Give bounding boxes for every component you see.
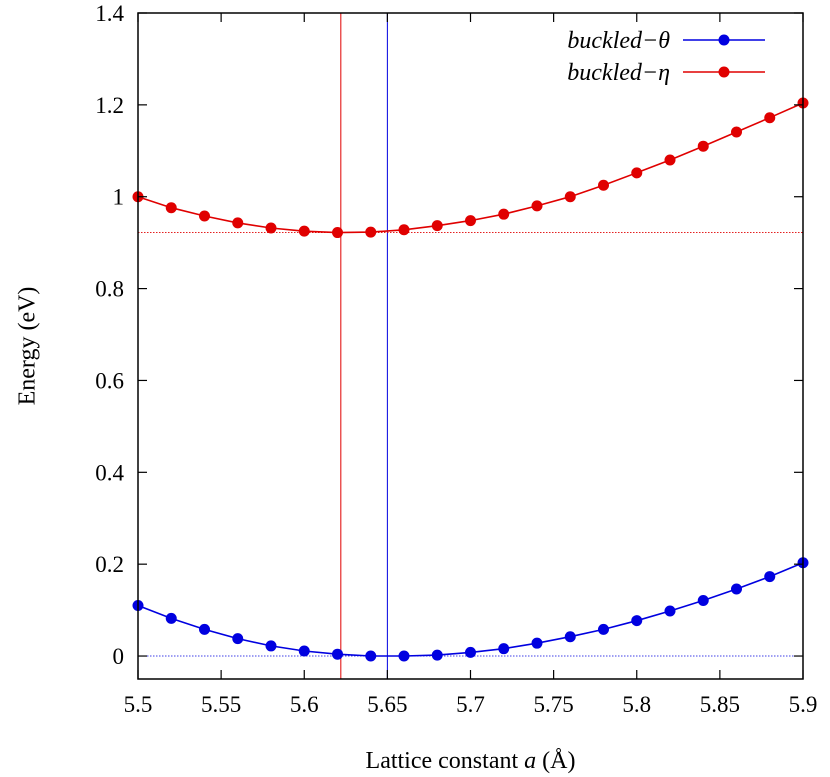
data-point-series-0 [431,649,443,661]
data-point-series-0 [664,605,676,617]
y-tick-label: 1.2 [95,93,124,118]
x-tick-label: 5.5 [124,692,153,717]
data-point-series-0 [199,623,210,635]
data-point-series-1 [431,220,443,232]
y-axis-title: Energy (eV) [14,287,40,406]
data-point-series-0 [598,623,609,635]
legend: buckled−θ buckled−η [567,28,765,86]
x-tick-label: 5.55 [201,692,241,717]
data-point-series-0 [165,612,177,624]
data-point-series-0 [332,648,343,660]
y-tick-label: 1.4 [95,1,124,26]
x-axis-title: Lattice constant a (Å) [366,748,576,774]
data-point-series-0 [265,640,277,652]
data-point-series-1 [265,222,277,234]
data-point-series-0 [697,594,709,606]
y-tick-label: 0 [113,644,125,669]
data-point-series-0 [531,637,543,649]
data-point-series-1 [465,215,476,227]
reference-lines [138,13,803,679]
data-point-series-1 [165,202,177,214]
data-point-series-1 [631,167,643,179]
y-tick-label: 0.8 [95,277,124,302]
data-point-series-0 [731,583,742,595]
y-tick-label: 0.2 [95,552,124,577]
x-tick-label: 5.9 [789,692,818,717]
y-tick-label: 1 [113,185,125,210]
data-point-series-0 [465,646,476,658]
data-point-series-1 [598,179,609,191]
data-point-series-0 [564,631,576,643]
data-point-series-1 [731,126,742,138]
data-point-series-1 [764,112,776,124]
data-point-series-0 [764,571,776,583]
x-tick-label: 5.75 [534,692,574,717]
data-point-series-1 [232,217,244,229]
axis-ticks: 5.5 5.55 5.6 5.65 5.7 5.75 5.8 5.85 5.9 0 0.2 0.4 0.… [95,1,817,717]
data-point-series-1 [365,226,377,238]
data-point-series-1 [298,225,310,237]
x-tick-label: 5.8 [622,692,651,717]
data-point-series-0 [398,650,410,662]
series-layer [132,97,809,662]
plot-frame [137,12,804,680]
x-tick-label: 5.7 [456,692,485,717]
series-line-1 [137,102,804,234]
legend-label-buckled-eta: buckled−η [567,60,670,86]
data-point-series-1 [564,191,576,203]
data-point-series-1 [498,208,510,220]
x-axis-title-text: Lattice constant [366,748,525,774]
data-point-series-0 [631,615,643,627]
y-tick-label: 0.4 [95,460,124,485]
data-point-series-0 [298,645,310,657]
data-point-series-0 [232,633,244,645]
legend-label-buckled-theta: buckled−θ [567,28,670,54]
x-tick-label: 5.6 [290,692,319,717]
data-point-series-0 [365,650,377,662]
data-point-series-1 [697,140,709,152]
data-point-series-1 [531,200,543,212]
data-point-series-1 [199,210,210,222]
x-tick-label: 5.65 [367,692,407,717]
data-point-series-0 [498,643,510,655]
x-axis-title-unit: (Å) [536,748,575,774]
legend-marker-1 [718,66,730,78]
x-tick-label: 5.85 [700,692,740,717]
y-tick-label: 0.6 [95,368,124,393]
data-point-series-1 [664,154,676,166]
x-axis-title-variable: a [524,748,536,774]
data-point-series-1 [398,224,410,236]
legend-marker-0 [718,34,730,46]
data-point-series-1 [332,227,343,239]
